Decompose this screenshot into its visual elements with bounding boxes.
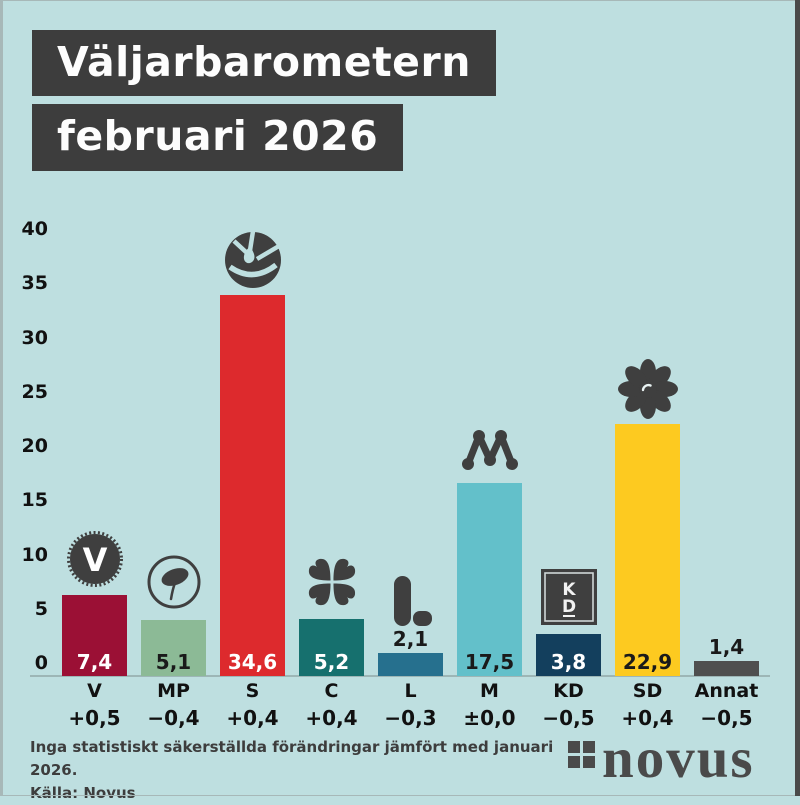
- party-label: M: [480, 680, 499, 702]
- svg-text:V: V: [82, 541, 107, 579]
- novus-squares-icon: [568, 741, 595, 768]
- party-label: L: [404, 680, 417, 702]
- bar-sd: [615, 424, 680, 676]
- title-block: Väljarbarometern februari 2026: [32, 30, 496, 179]
- change-label: ±0,0: [463, 706, 516, 730]
- party-label: SD: [632, 680, 663, 702]
- party-label: MP: [157, 680, 190, 702]
- y-tick-label: 25: [21, 380, 48, 403]
- y-tick-label: 0: [34, 652, 48, 674]
- bar-l: [378, 653, 443, 676]
- y-tick-label: 5: [34, 597, 48, 620]
- page-title-line1: Väljarbarometern: [32, 30, 496, 97]
- bar-value-label: 2,1: [392, 627, 429, 651]
- y-tick-label: 35: [21, 272, 48, 295]
- svg-text:K: K: [562, 580, 576, 600]
- party-label: Annat: [694, 680, 759, 702]
- change-label: +0,5: [68, 706, 121, 730]
- bar-v: [62, 595, 127, 676]
- y-tick-label: 40: [21, 218, 48, 240]
- change-label: −0,5: [700, 706, 753, 730]
- footer-source-line: Källa: Novus: [30, 784, 136, 802]
- party-label: C: [324, 680, 339, 702]
- x-axis-baseline: [30, 675, 770, 677]
- change-label: +0,4: [621, 706, 674, 730]
- bar-value-label: 22,9: [622, 650, 673, 674]
- v-carnation-icon: V: [64, 530, 126, 592]
- novus-logo: novus: [568, 727, 755, 790]
- bar-annat: [694, 661, 759, 676]
- party-label: S: [245, 680, 260, 702]
- m-letter-dots-icon: [461, 427, 519, 477]
- bar-value-label: 5,2: [313, 650, 350, 674]
- bar-value-label: 5,1: [155, 650, 192, 674]
- footer-note-line: Inga statistiskt säkerställda förändring…: [30, 738, 554, 779]
- y-tick-label: 15: [21, 489, 48, 512]
- bar-value-label: 17,5: [464, 650, 515, 674]
- bar-c: [299, 619, 364, 676]
- y-tick-label: 20: [21, 435, 48, 457]
- bar-kd: [536, 634, 601, 676]
- bar-mp: [141, 620, 206, 676]
- svg-text:D: D: [561, 597, 575, 617]
- change-label: −0,4: [147, 706, 200, 730]
- change-label: +0,4: [305, 706, 358, 730]
- c-clover-icon: [303, 553, 361, 615]
- l-letter-icon: [386, 576, 436, 632]
- novus-wordmark: novus: [602, 727, 755, 790]
- page-title-line2: februari 2026: [32, 104, 404, 171]
- frame-right-border: [795, 0, 800, 796]
- bar-value-label: 1,4: [708, 635, 745, 659]
- s-rose-icon: [222, 229, 284, 295]
- bar-value-label: 34,6: [227, 650, 278, 674]
- y-tick-label: 30: [21, 326, 48, 349]
- bar-s: [220, 295, 285, 676]
- sd-anemone-icon: [617, 358, 679, 424]
- change-label: −0,3: [384, 706, 437, 730]
- party-label: KD: [553, 680, 584, 702]
- frame-left-border: [0, 0, 3, 796]
- bar-m: [457, 483, 522, 676]
- change-label: +0,4: [226, 706, 279, 730]
- y-tick-label: 10: [21, 543, 48, 566]
- party-label: V: [87, 680, 102, 702]
- bar-value-label: 7,4: [76, 650, 113, 674]
- mp-dandelion-icon: [146, 554, 202, 614]
- change-label: −0,5: [542, 706, 595, 730]
- frame-top-border: [0, 0, 800, 1]
- bar-value-label: 3,8: [550, 650, 587, 674]
